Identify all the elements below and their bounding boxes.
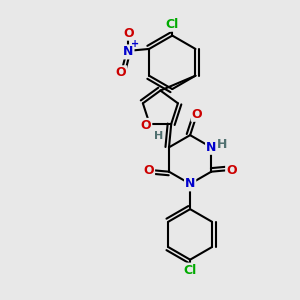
Text: O: O [141, 119, 151, 132]
Text: Cl: Cl [166, 18, 179, 31]
Text: N: N [206, 141, 216, 154]
Text: O: O [192, 108, 202, 121]
Text: +: + [131, 40, 139, 50]
Text: O: O [143, 164, 154, 177]
Text: H: H [217, 138, 228, 151]
Text: O: O [116, 66, 126, 79]
Text: N: N [123, 45, 134, 58]
Text: O: O [226, 164, 237, 177]
Text: O: O [123, 27, 134, 40]
Text: H: H [154, 131, 163, 141]
Text: N: N [185, 177, 195, 190]
Text: Cl: Cl [184, 264, 197, 277]
